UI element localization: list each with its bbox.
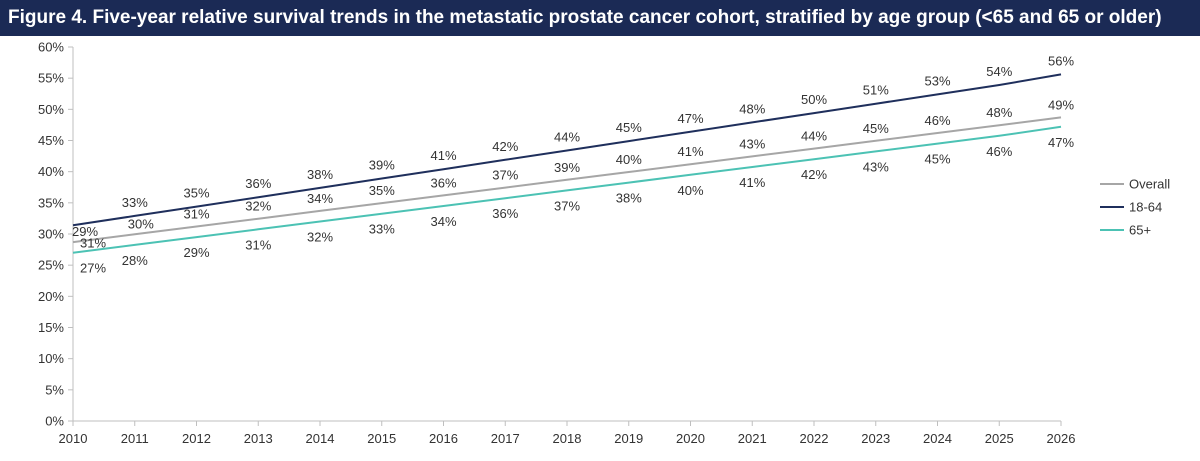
data-label-overall: 31% [183, 207, 209, 222]
x-tick-label: 2021 [738, 431, 767, 446]
x-tick-label: 2013 [244, 431, 273, 446]
x-tick-label: 2011 [121, 431, 149, 446]
data-label-65-plus: 41% [739, 175, 765, 190]
y-tick-label: 40% [38, 164, 64, 179]
y-tick-label: 10% [38, 351, 64, 366]
data-label-18-64: 41% [430, 148, 456, 163]
x-tick-label: 2026 [1047, 431, 1076, 446]
data-label-18-64: 42% [492, 139, 518, 154]
data-label-18-64: 39% [369, 158, 395, 173]
data-label-overall: 41% [677, 144, 703, 159]
data-label-18-64: 53% [924, 73, 950, 88]
data-label-18-64: 31% [80, 235, 106, 250]
x-tick-label: 2014 [306, 431, 335, 446]
y-tick-label: 35% [38, 195, 64, 210]
data-label-65-plus: 36% [492, 206, 518, 221]
data-label-overall: 34% [307, 191, 333, 206]
data-label-overall: 40% [616, 152, 642, 167]
data-label-18-64: 35% [183, 186, 209, 201]
y-tick-label: 50% [38, 102, 64, 117]
x-tick-label: 2010 [59, 431, 88, 446]
data-label-65-plus: 33% [369, 222, 395, 237]
data-label-18-64: 38% [307, 167, 333, 182]
data-label-overall: 46% [924, 113, 950, 128]
data-label-65-plus: 29% [183, 245, 209, 260]
x-tick-label: 2012 [182, 431, 211, 446]
y-tick-label: 0% [45, 414, 64, 429]
x-tick-label: 2018 [553, 431, 582, 446]
data-label-18-64: 45% [616, 120, 642, 135]
chart-legend: Overall 18-64 65+ [1100, 177, 1170, 238]
data-label-overall: 48% [986, 105, 1012, 120]
series-line-65-plus [72, 125, 1062, 254]
x-tick-label: 2019 [614, 431, 643, 446]
data-label-65-plus: 47% [1048, 135, 1074, 150]
data-label-overall: 44% [801, 129, 827, 144]
series-line-18-64 [72, 73, 1062, 227]
data-label-65-plus: 45% [924, 152, 950, 167]
data-label-65-plus: 34% [430, 214, 456, 229]
data-label-overall: 43% [739, 136, 765, 151]
data-label-overall: 36% [430, 175, 456, 190]
x-tick-label: 2015 [367, 431, 396, 446]
data-label-18-64: 56% [1048, 53, 1074, 68]
x-tick-label: 2024 [923, 431, 952, 446]
x-tick-label: 2023 [861, 431, 890, 446]
data-label-18-64: 51% [863, 83, 889, 98]
data-label-overall: 32% [245, 199, 271, 214]
legend-label-65-plus: 65+ [1129, 223, 1151, 238]
x-tick-label: 2020 [676, 431, 705, 446]
y-tick-label: 15% [38, 320, 64, 335]
chart-axes: 0% 5% 10% 15% 20% 25% 30% 35% 40% 45% 50% 55% 60% 201… [38, 40, 1075, 447]
data-label-18-64: 44% [554, 129, 580, 144]
x-tick-label: 2025 [985, 431, 1014, 446]
data-label-overall: 29% [72, 224, 98, 239]
y-tick-label: 55% [38, 71, 64, 86]
x-tick-label: 2016 [429, 431, 458, 446]
data-label-18-64: 50% [801, 92, 827, 107]
data-label-65-plus: 32% [307, 230, 333, 245]
y-tick-label: 5% [45, 382, 64, 397]
data-label-65-plus: 42% [801, 167, 827, 182]
data-label-overall: 49% [1048, 97, 1074, 112]
data-label-18-64: 48% [739, 101, 765, 116]
data-label-65-plus: 31% [245, 237, 271, 252]
data-label-65-plus: 46% [986, 144, 1012, 159]
data-label-18-64: 36% [245, 176, 271, 191]
data-label-18-64: 54% [986, 64, 1012, 79]
y-tick-label: 45% [38, 133, 64, 148]
data-label-18-64: 33% [122, 195, 148, 210]
data-labels: 29% 30% 31% 32% 34% 35% 36% 37% 39% 40% 41% 43% 44% 4… [72, 53, 1074, 275]
data-label-65-plus: 40% [677, 183, 703, 198]
data-label-overall: 39% [554, 160, 580, 175]
y-tick-label: 20% [38, 289, 64, 304]
y-tick-label: 30% [38, 227, 64, 242]
data-label-65-plus: 37% [554, 198, 580, 213]
y-tick-label: 60% [38, 40, 64, 55]
x-tick-label: 2017 [491, 431, 520, 446]
data-label-65-plus: 38% [616, 191, 642, 206]
series-lines [72, 73, 1062, 254]
legend-label-18-64: 18-64 [1129, 200, 1162, 215]
y-tick-label: 25% [38, 258, 64, 273]
legend-label-overall: Overall [1129, 177, 1170, 192]
series-line-overall [72, 116, 1062, 244]
data-label-overall: 30% [128, 216, 154, 231]
data-label-65-plus: 43% [863, 159, 889, 174]
data-label-overall: 35% [369, 183, 395, 198]
data-label-65-plus: 28% [122, 253, 148, 268]
data-label-65-plus: 27% [80, 261, 106, 276]
data-label-overall: 37% [492, 168, 518, 183]
data-label-overall: 45% [863, 121, 889, 136]
x-tick-label: 2022 [800, 431, 829, 446]
data-label-18-64: 47% [677, 111, 703, 126]
figure-title: Figure 4. Five-year relative survival tr… [0, 0, 1200, 36]
